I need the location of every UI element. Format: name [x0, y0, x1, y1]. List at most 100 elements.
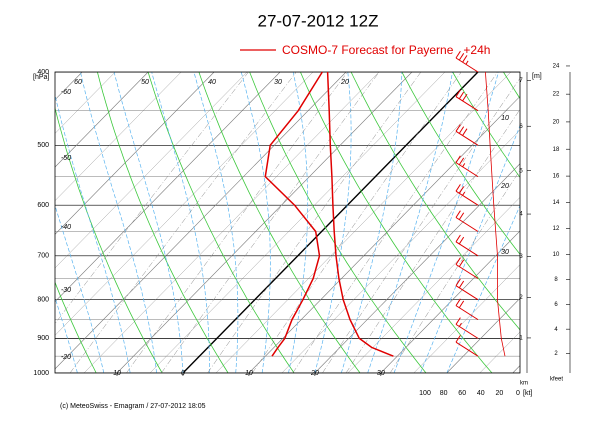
dry-adiabat — [55, 281, 97, 373]
isotherm-label: 50 — [141, 79, 149, 86]
moist-adiabat — [80, 72, 157, 373]
isotherm — [0, 72, 16, 373]
barb-staff — [455, 341, 479, 357]
moist-adiabat — [55, 204, 105, 373]
barb-feather — [455, 257, 461, 265]
moist-adiabat — [151, 72, 210, 373]
y-tick-label: 1000 — [33, 370, 49, 377]
moist-adiabat — [340, 72, 403, 373]
barb-feather — [458, 259, 465, 267]
isotherm-label: 60 — [74, 79, 82, 86]
barb-feather — [458, 280, 465, 289]
y-axis-label: [hPa] — [33, 74, 49, 81]
x-tick-label: 30 — [377, 370, 385, 377]
isotherm-label: -30 — [61, 287, 71, 294]
moist-adiabat — [55, 93, 131, 373]
kfeet-tick-label: 24 — [553, 64, 560, 70]
wind-tick-label: 60 — [458, 390, 466, 397]
barb-staff — [455, 130, 479, 146]
dry-adiabat — [198, 72, 361, 373]
wind-barb — [455, 210, 479, 232]
isotherm — [446, 297, 520, 373]
dry-adiabat — [452, 72, 520, 178]
mixing-ratio-line — [69, 72, 297, 373]
moist-adiabat — [55, 296, 78, 373]
wind-axis-label: [kt] — [523, 390, 532, 397]
moist-adiabat — [0, 72, 51, 373]
moist-adiabat — [240, 72, 271, 373]
isotherm-label: -40 — [61, 224, 71, 231]
y-tick-label: 800 — [37, 297, 49, 304]
right-label: 10 — [501, 115, 509, 122]
barb-feather — [455, 298, 461, 306]
barb-feather — [455, 335, 461, 343]
profile-line — [326, 71, 394, 357]
dry-adiabat — [249, 72, 427, 373]
mixing-ratio-line — [252, 72, 462, 373]
dry-adiabat — [97, 72, 229, 373]
barb-feather — [458, 186, 465, 194]
isotherm — [83, 72, 380, 373]
isotherm — [479, 331, 520, 373]
wind-barb — [455, 335, 479, 357]
moist-adiabat — [393, 72, 499, 373]
isotherm-label: -60 — [61, 89, 71, 96]
km-tick-label: 4 — [519, 212, 523, 218]
wind-tick-label: 20 — [496, 390, 504, 397]
mixing-ratio-line — [55, 72, 249, 325]
kfeet-tick-label: 22 — [553, 92, 560, 98]
barb-feather — [455, 124, 461, 132]
wind-tick-label: 0 — [516, 390, 520, 397]
km-tick-label: 1 — [519, 336, 523, 342]
kfeet-tick-label: 14 — [553, 200, 560, 206]
moist-adiabat — [193, 72, 239, 373]
dry-adiabat — [147, 72, 295, 373]
wind-barb — [455, 50, 479, 73]
dry-adiabat — [401, 72, 520, 255]
y-tick-label: 900 — [37, 335, 49, 342]
x-tick-label: 10 — [113, 370, 121, 377]
isotherm-label: 20 — [340, 79, 349, 86]
barb-feather — [458, 126, 465, 134]
wind-barb — [455, 257, 479, 279]
y-tick-label: 700 — [37, 253, 49, 260]
wind-barb — [455, 124, 479, 146]
isotherm — [314, 163, 520, 373]
isotherm — [55, 72, 149, 168]
moist-adiabat — [314, 72, 352, 373]
diagram-background — [0, 72, 600, 373]
wind-tick-label: 40 — [477, 390, 485, 397]
km-tick-label: 3 — [519, 254, 523, 260]
barb-feather — [458, 212, 465, 220]
moist-adiabat — [420, 124, 520, 373]
x-tick-label: 10 — [245, 370, 253, 377]
wind-barb — [455, 89, 479, 112]
moist-adiabat — [446, 204, 520, 373]
isotherm-label: 30 — [274, 79, 282, 86]
dry-adiabat — [300, 72, 493, 373]
kfeet-tick-label: 20 — [553, 119, 560, 125]
barb-feather — [455, 234, 461, 243]
barb-feather — [458, 157, 465, 165]
kfeet-tick-label: 16 — [553, 174, 560, 180]
isotherm-label: -20 — [61, 354, 71, 361]
wind-barb — [455, 184, 479, 206]
barb-staff — [455, 190, 479, 206]
km-tick-label: 2 — [519, 295, 523, 301]
wind-barb — [455, 317, 479, 339]
isotherm — [55, 72, 182, 201]
barb-feather — [455, 278, 461, 286]
right-label: 30 — [501, 249, 509, 256]
isotherm — [55, 72, 83, 101]
isotherm — [380, 230, 520, 373]
isotherm — [281, 129, 520, 373]
y-tick-label: 400 — [37, 69, 49, 76]
barb-feather — [458, 91, 465, 100]
isotherm — [0, 72, 49, 373]
wind-tick-label: 100 — [419, 390, 431, 397]
dry-adiabat — [554, 72, 600, 373]
profile-line — [264, 71, 323, 357]
